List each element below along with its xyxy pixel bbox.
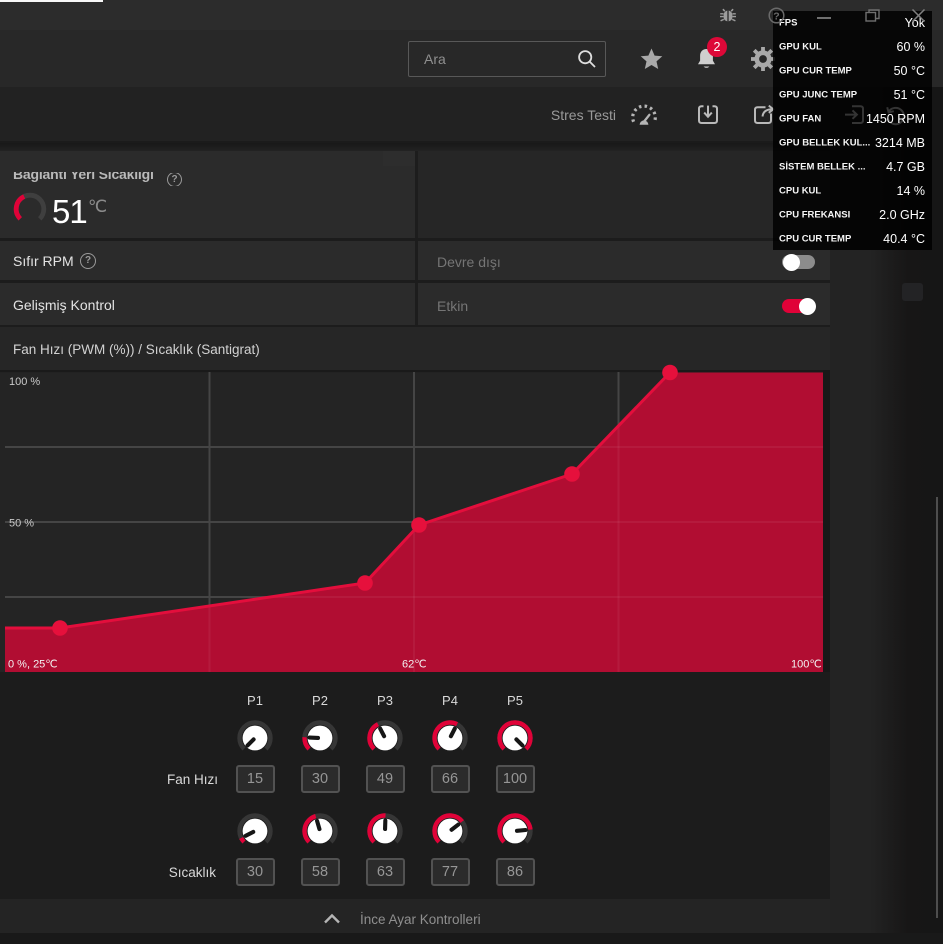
svg-text:100 %: 100 % [9, 376, 40, 388]
svg-text:62℃: 62℃ [402, 659, 427, 671]
svg-text:0 %, 25℃: 0 %, 25℃ [8, 659, 58, 671]
svg-text:?: ? [773, 10, 779, 22]
svg-text:100℃: 100℃ [791, 659, 822, 671]
svg-text:50 %: 50 % [9, 518, 34, 530]
